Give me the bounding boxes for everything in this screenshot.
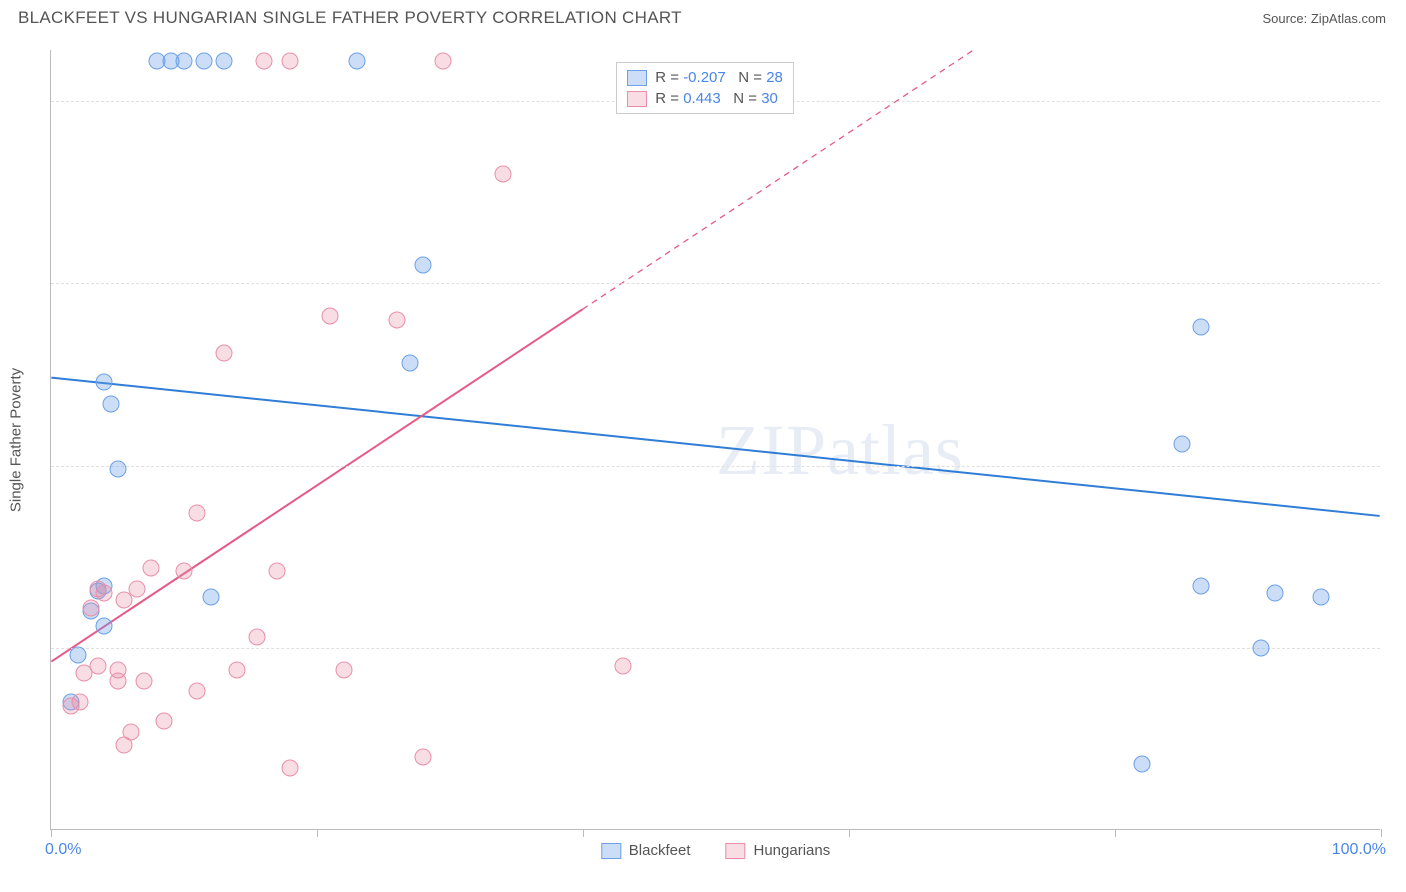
y-tick-label: 50.0%	[1390, 475, 1406, 493]
data-point	[495, 165, 512, 182]
source-attribution: Source: ZipAtlas.com	[1262, 11, 1386, 26]
data-point	[1266, 585, 1283, 602]
legend-swatch	[627, 70, 647, 86]
data-point	[269, 563, 286, 580]
data-point	[176, 563, 193, 580]
data-point	[1193, 577, 1210, 594]
scatter-plot: Single Father Poverty ZIPatlas 25.0%50.0…	[50, 50, 1380, 830]
legend-stats: R = -0.207 N = 28	[655, 69, 783, 86]
plot-area: Single Father Poverty ZIPatlas 25.0%50.0…	[50, 50, 1380, 830]
data-point	[282, 52, 299, 69]
data-point	[109, 461, 126, 478]
data-point	[255, 52, 272, 69]
data-point	[202, 588, 219, 605]
data-point	[102, 395, 119, 412]
data-point	[109, 672, 126, 689]
data-point	[215, 52, 232, 69]
data-point	[415, 257, 432, 274]
gridline	[51, 466, 1380, 467]
y-tick-label: 75.0%	[1390, 292, 1406, 310]
series-legend: Blackfeet Hungarians	[601, 842, 830, 859]
chart-title: BLACKFEET VS HUNGARIAN SINGLE FATHER POV…	[18, 8, 682, 28]
data-point	[1133, 756, 1150, 773]
x-tick-label: 0.0%	[45, 841, 81, 859]
data-point	[335, 661, 352, 678]
y-tick-label: 100.0%	[1390, 110, 1406, 128]
x-tick	[583, 829, 584, 837]
data-point	[1313, 588, 1330, 605]
y-tick-label: 25.0%	[1390, 657, 1406, 675]
watermark: ZIPatlas	[716, 409, 964, 492]
x-tick	[849, 829, 850, 837]
stats-legend: R = -0.207 N = 28 R = 0.443 N = 30	[616, 62, 794, 114]
x-tick	[51, 829, 52, 837]
data-point	[116, 592, 133, 609]
data-point	[189, 683, 206, 700]
data-point	[415, 749, 432, 766]
data-point	[322, 308, 339, 325]
data-point	[116, 736, 133, 753]
x-tick	[317, 829, 318, 837]
data-point	[229, 661, 246, 678]
data-point	[136, 672, 153, 689]
data-point	[142, 559, 159, 576]
gridline	[51, 283, 1380, 284]
x-tick-label: 100.0%	[1332, 841, 1386, 859]
gridline	[51, 648, 1380, 649]
x-tick	[1381, 829, 1382, 837]
data-point	[96, 617, 113, 634]
data-point	[402, 355, 419, 372]
legend-stats: R = 0.443 N = 30	[655, 90, 778, 107]
data-point	[195, 52, 212, 69]
data-point	[249, 628, 266, 645]
data-point	[1173, 435, 1190, 452]
legend-series-name: Hungarians	[753, 842, 830, 859]
data-point	[69, 647, 86, 664]
legend-series-name: Blackfeet	[629, 842, 691, 859]
data-point	[282, 760, 299, 777]
data-point	[388, 311, 405, 328]
data-point	[215, 344, 232, 361]
data-point	[1253, 639, 1270, 656]
data-point	[96, 585, 113, 602]
legend-swatch	[601, 843, 621, 859]
data-point	[1193, 319, 1210, 336]
data-point	[156, 712, 173, 729]
data-point	[96, 373, 113, 390]
data-point	[348, 52, 365, 69]
data-point	[82, 599, 99, 616]
data-point	[614, 657, 631, 674]
legend-swatch	[627, 91, 647, 107]
data-point	[189, 504, 206, 521]
x-tick	[1115, 829, 1116, 837]
y-axis-label: Single Father Poverty	[8, 367, 25, 511]
data-point	[89, 657, 106, 674]
data-point	[72, 694, 89, 711]
legend-swatch	[725, 843, 745, 859]
data-point	[435, 52, 452, 69]
data-point	[176, 52, 193, 69]
